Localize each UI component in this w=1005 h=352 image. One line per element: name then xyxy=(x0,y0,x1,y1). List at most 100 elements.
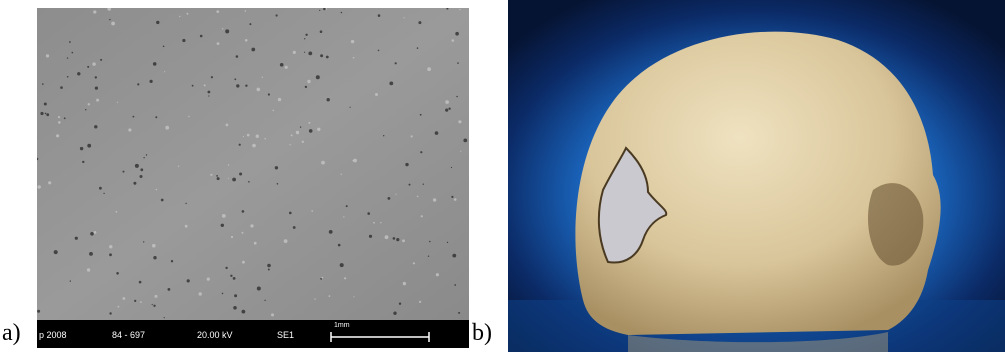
pore xyxy=(378,50,380,52)
pore xyxy=(228,164,229,165)
pore xyxy=(353,159,357,163)
pore xyxy=(445,109,448,112)
pore xyxy=(293,226,296,229)
pore xyxy=(268,269,270,271)
pore xyxy=(38,185,41,188)
pore xyxy=(135,164,139,168)
pore xyxy=(249,23,251,25)
pore xyxy=(428,256,429,257)
pore xyxy=(311,210,313,212)
pore xyxy=(369,235,372,238)
pore xyxy=(58,116,60,118)
pore xyxy=(399,303,401,305)
pore xyxy=(346,205,348,207)
pore xyxy=(150,80,153,83)
pore xyxy=(93,10,96,13)
pore xyxy=(319,10,320,11)
pore xyxy=(233,277,236,280)
pore xyxy=(326,56,329,59)
pore xyxy=(109,19,110,20)
pore xyxy=(48,181,51,184)
pore xyxy=(305,34,307,36)
pore xyxy=(458,312,460,314)
pore xyxy=(56,134,59,137)
pore xyxy=(116,211,118,213)
pore xyxy=(247,134,250,137)
pore xyxy=(451,196,453,198)
pore xyxy=(243,136,244,137)
pore xyxy=(58,121,61,124)
pore xyxy=(153,256,156,259)
pore xyxy=(320,54,323,57)
pore xyxy=(226,124,229,127)
pore xyxy=(228,178,229,179)
pore xyxy=(152,304,153,305)
pore xyxy=(92,62,95,65)
pore xyxy=(67,76,69,78)
pore xyxy=(409,184,411,186)
scale-label: 1mm xyxy=(334,322,350,329)
pore xyxy=(137,83,139,85)
pore xyxy=(245,10,247,12)
panel-label: a) xyxy=(2,320,21,347)
pore xyxy=(54,250,58,254)
pore xyxy=(225,29,229,33)
pore xyxy=(140,175,143,178)
pore xyxy=(457,62,459,64)
pore xyxy=(208,95,209,96)
pore xyxy=(436,273,439,276)
pore xyxy=(134,300,136,302)
pore xyxy=(109,245,112,248)
pore xyxy=(87,66,89,68)
pore xyxy=(308,122,310,124)
pore xyxy=(200,35,203,38)
pore xyxy=(168,288,171,291)
pore xyxy=(291,134,293,136)
pore xyxy=(395,194,396,195)
pore xyxy=(156,21,159,24)
pore xyxy=(267,264,271,268)
pore xyxy=(72,52,74,54)
pore xyxy=(278,98,281,101)
pore xyxy=(429,241,431,243)
pore xyxy=(343,216,344,217)
pore xyxy=(305,86,307,88)
pore xyxy=(329,230,333,234)
pore xyxy=(378,14,381,17)
pore xyxy=(327,98,330,101)
pore xyxy=(187,279,190,282)
pore xyxy=(353,296,354,297)
pore xyxy=(208,91,211,94)
pore xyxy=(320,30,323,33)
skull-photo xyxy=(508,0,1005,352)
pore xyxy=(389,82,393,86)
pore xyxy=(341,174,342,175)
pore xyxy=(211,76,213,78)
figure: a) p 2008 84 - 697 20.00 kV SE1 1mm b) xyxy=(0,0,1005,352)
pore xyxy=(396,238,399,241)
pore xyxy=(293,51,296,54)
pore xyxy=(341,12,343,14)
pore xyxy=(140,168,143,171)
pore xyxy=(393,237,396,240)
pore xyxy=(458,120,461,123)
pore xyxy=(185,203,186,204)
pore xyxy=(350,107,351,108)
pore xyxy=(216,10,219,13)
info-detector: SE1 xyxy=(277,330,294,340)
pore xyxy=(447,242,448,243)
pore xyxy=(273,110,275,112)
pore xyxy=(123,171,125,173)
pore xyxy=(75,237,78,240)
pore xyxy=(448,108,450,110)
pore xyxy=(242,261,245,264)
pore xyxy=(280,63,284,67)
pore xyxy=(164,317,165,318)
pore xyxy=(242,310,246,314)
pore xyxy=(451,167,452,168)
pore xyxy=(44,103,47,106)
pore xyxy=(353,57,355,59)
pore xyxy=(182,39,185,42)
pore xyxy=(70,280,71,281)
pore xyxy=(153,305,155,307)
